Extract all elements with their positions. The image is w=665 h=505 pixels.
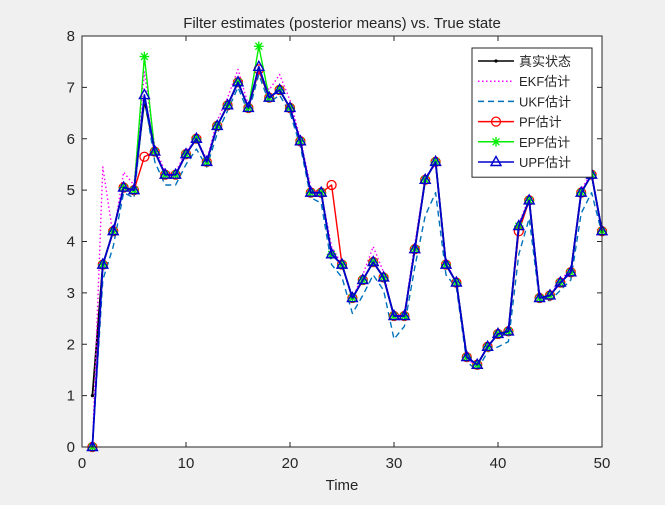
x-tick-label: 20: [282, 455, 299, 472]
x-tick-label: 30: [386, 455, 403, 472]
data-point: [90, 394, 94, 398]
legend-swatch-marker: [491, 137, 501, 147]
data-point: [439, 257, 453, 269]
data-point: [139, 151, 150, 162]
data-point: [491, 327, 505, 339]
series-3: [91, 73, 603, 448]
data-point: [242, 100, 255, 113]
series-line-3: [91, 73, 603, 448]
data-point: [326, 179, 337, 191]
data-point: [139, 51, 150, 62]
data-point: [169, 167, 182, 179]
data-point: [335, 257, 349, 269]
legend-box: [471, 47, 593, 178]
data-point: [107, 224, 120, 236]
data-point: [263, 90, 276, 102]
y-tick-label: 6: [67, 131, 75, 148]
data-point: [408, 242, 421, 254]
y-tick-label: 2: [67, 336, 75, 353]
data-point: [481, 339, 494, 352]
x-tick-label: 50: [594, 455, 611, 472]
series-layer: [86, 41, 609, 453]
data-point: [398, 309, 411, 321]
legend-swatch-marker: [494, 59, 498, 63]
data-point: [325, 247, 338, 259]
data-point: [252, 59, 265, 72]
data-point: [564, 265, 577, 277]
chart-title: Filter estimates (posterior means) vs. T…: [183, 15, 501, 32]
data-point: [127, 183, 141, 195]
x-tick-label: 40: [490, 455, 507, 472]
x-tick-label: 10: [178, 455, 195, 472]
data-point: [575, 185, 588, 197]
data-point: [211, 118, 224, 131]
legend-entry-label: UPF估计: [519, 155, 571, 170]
data-point: [304, 185, 317, 197]
data-point: [543, 288, 557, 300]
y-tick-label: 5: [67, 182, 75, 199]
legend-entry-label: UKF估计: [519, 94, 571, 109]
data-point: [96, 257, 109, 269]
data-point: [200, 154, 213, 167]
data-point: [523, 193, 536, 205]
ticks-layer: 0 10 20 30 40 50 0 1 2 3 4 5 6 7 8: [67, 28, 611, 472]
data-point: [138, 88, 151, 100]
data-point: [512, 219, 525, 231]
y-tick-label: 7: [67, 79, 75, 96]
series-6: [86, 59, 609, 452]
legend-swatch-marker: [489, 155, 503, 167]
data-point: [283, 100, 297, 113]
data-point: [179, 147, 193, 159]
legend-entry-label: EKF估计: [519, 74, 570, 89]
data-point: [231, 75, 245, 87]
y-tick-label: 8: [67, 28, 75, 45]
data-point: [254, 41, 264, 52]
y-tick-label: 3: [67, 285, 75, 302]
data-point: [117, 180, 130, 192]
data-point: [273, 83, 286, 95]
legend-entry-label: 真实状态: [519, 54, 571, 69]
data-point: [367, 255, 380, 267]
data-point: [356, 273, 369, 285]
y-tick-label: 4: [67, 234, 75, 251]
data-point: [471, 357, 484, 369]
data-point: [190, 131, 203, 143]
data-point: [460, 350, 473, 362]
data-point: [159, 167, 172, 179]
data-point: [429, 154, 442, 167]
data-point: [377, 270, 390, 282]
data-point: [148, 144, 161, 156]
data-point: [450, 275, 463, 287]
data-point: [533, 291, 546, 303]
y-tick-label: 0: [67, 439, 75, 456]
data-point: [294, 134, 307, 146]
x-axis-label: Time: [326, 477, 359, 494]
y-tick-label: 1: [67, 388, 75, 405]
x-tick-label: 0: [78, 455, 86, 472]
data-point: [554, 275, 567, 287]
data-point: [221, 98, 234, 110]
data-point: [315, 185, 328, 197]
data-point: [346, 291, 359, 303]
legend-entry-label: EPF估计: [519, 135, 570, 150]
legend-entry-label: PF估计: [519, 115, 562, 130]
legend-swatch-marker: [490, 116, 502, 127]
data-point: [502, 324, 515, 336]
data-point: [86, 440, 99, 452]
legend: 真实状态 EKF估计 UKF估计 PF估计 EPF估计 UPF估计: [471, 47, 593, 178]
data-point: [419, 172, 432, 185]
data-point: [387, 309, 401, 321]
